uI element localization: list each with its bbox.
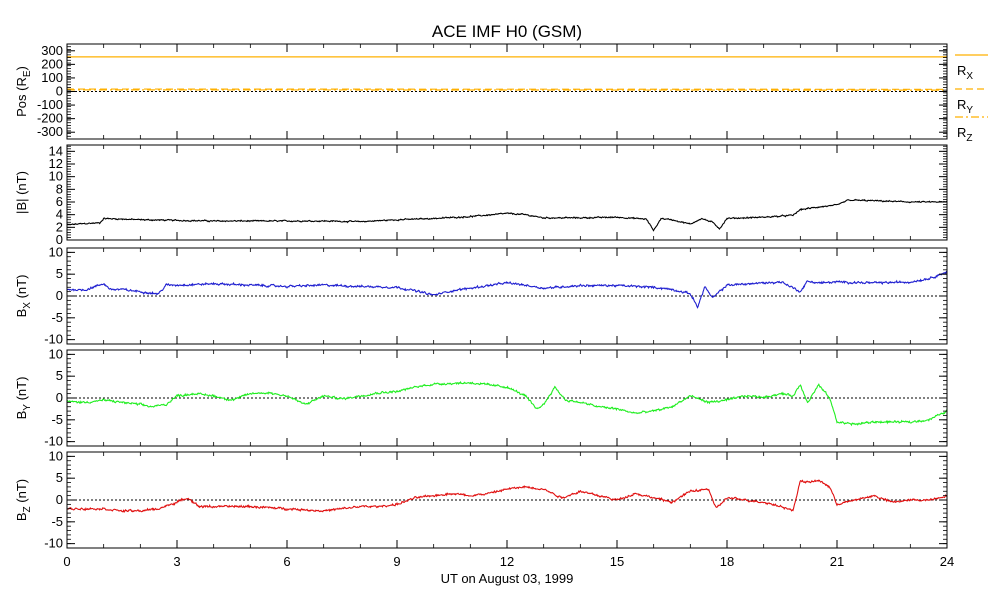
panel-frame [66, 144, 948, 241]
x-tick-label: 12 [500, 554, 514, 569]
y-tick-label: 2 [56, 219, 63, 234]
y-axis-label-main: B [14, 512, 29, 521]
y-tick-label: 12 [49, 156, 63, 171]
y-tick-label: -10 [44, 332, 63, 347]
y-axis-label: BY (nT) [14, 377, 33, 420]
x-tick-label: 15 [610, 554, 624, 569]
legend-label-ry: RY [957, 97, 973, 116]
legend-label-rz: RZ [957, 125, 973, 144]
panel-by: -10 -5 0 5 10 BY (nT) [14, 346, 948, 449]
chart-title: ACE IMF H0 (GSM) [432, 22, 582, 41]
y-axis-label-main: B [14, 411, 29, 420]
x-tick-label: 24 [940, 554, 954, 569]
y-tick-label: -5 [51, 514, 63, 529]
y-axis-label-sub: E [22, 70, 33, 77]
panel-bx: -10 -5 0 5 10 BX (nT) [14, 244, 948, 347]
panel-bz: -10 -5 0 5 10 BZ (nT) 0 3 6 9 12 15 18 21 24 [14, 448, 954, 569]
legend-label-main: R [957, 125, 966, 140]
y-tick-label: 0 [56, 288, 63, 303]
y-axis-label-main: |B| (nT) [14, 171, 29, 214]
y-axis-label-end: (nT) [14, 275, 29, 302]
y-tick-label: 200 [41, 56, 63, 71]
y-tick-label: 0 [56, 84, 63, 99]
y-axis-label-sub: X [22, 302, 33, 309]
y-axis-label-sub: Z [22, 506, 33, 512]
series-line-by [66, 380, 948, 427]
y-tick-label: -5 [51, 412, 63, 427]
legend-label-main: R [957, 97, 966, 112]
legend-label-main: R [957, 63, 966, 78]
y-tick-label: 4 [56, 207, 63, 222]
y-axis-label-main: Pos (R [14, 77, 29, 117]
y-tick-label: 0 [56, 232, 63, 247]
y-tick-label: -10 [44, 434, 63, 449]
x-tick-label: 18 [720, 554, 734, 569]
y-axis-label-end: (nT) [14, 479, 29, 506]
y-tick-label: 300 [41, 43, 63, 58]
legend-label-rx: RX [957, 63, 973, 82]
x-tick-label: 0 [63, 554, 70, 569]
y-tick-label: 10 [49, 448, 63, 463]
y-tick-label: 0 [56, 492, 63, 507]
x-tick-label: 21 [830, 554, 844, 569]
y-tick-label: -200 [37, 111, 63, 126]
y-tick-label: 6 [56, 194, 63, 209]
y-tick-label: -5 [51, 310, 63, 325]
y-tick-label: 10 [49, 346, 63, 361]
x-tick-label: 3 [173, 554, 180, 569]
x-tick-label: 9 [393, 554, 400, 569]
series-line-btotal [66, 198, 948, 232]
series-line-bz [66, 479, 948, 513]
y-axis-label: |B| (nT) [14, 171, 29, 214]
y-axis-label-end: ) [14, 66, 29, 70]
y-tick-label: 5 [56, 266, 63, 281]
y-tick-label: -10 [44, 536, 63, 551]
y-axis-label-end: (nT) [14, 377, 29, 404]
y-axis-label: BZ (nT) [14, 479, 33, 521]
series-line-bx [66, 270, 948, 309]
y-tick-label: 14 [49, 143, 63, 158]
y-tick-label: 0 [56, 390, 63, 405]
y-tick-label: 8 [56, 181, 63, 196]
y-axis-label-sub: Y [22, 404, 33, 411]
y-tick-label: 5 [56, 368, 63, 383]
legend-label-sub: X [966, 71, 973, 82]
y-axis-label: Pos (RE) [14, 66, 33, 117]
y-tick-label: 10 [49, 244, 63, 259]
x-tick-label: 6 [283, 554, 290, 569]
legend-label-sub: Z [966, 133, 972, 144]
y-tick-label: 10 [49, 169, 63, 184]
x-axis-label: UT on August 03, 1999 [441, 571, 574, 586]
y-axis-label: BX (nT) [14, 275, 33, 318]
legend-label-sub: Y [966, 105, 973, 116]
y-tick-label: -300 [37, 124, 63, 139]
y-tick-label: 5 [56, 470, 63, 485]
y-tick-label: -100 [37, 97, 63, 112]
y-tick-label: 100 [41, 70, 63, 85]
y-axis-label-main: B [14, 309, 29, 318]
